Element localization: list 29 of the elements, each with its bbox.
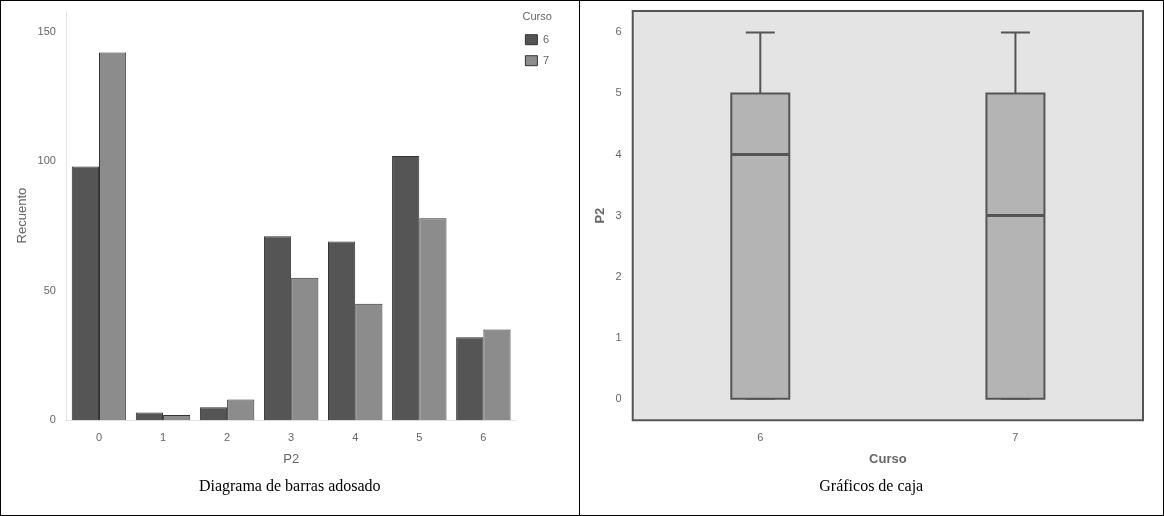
legend-title: Curso xyxy=(522,9,552,22)
y-tick-label: 100 xyxy=(37,154,56,167)
x-tick-label: 2 xyxy=(223,430,230,443)
x-tick-label: 7 xyxy=(1012,430,1019,443)
text: Diagrama de barras adosado xyxy=(198,477,381,495)
legend-label: 7 xyxy=(542,53,549,66)
y-tick-label: 3 xyxy=(615,208,622,221)
y-axis-title: P2 xyxy=(592,207,608,224)
x-axis-title: P2 xyxy=(282,450,299,466)
x-tick-label: 3 xyxy=(287,430,294,443)
x-axis-title: Curso xyxy=(869,450,907,466)
y-tick-label: 5 xyxy=(615,86,622,99)
x-tick-label: 4 xyxy=(351,430,359,443)
x-tick-label: 6 xyxy=(480,430,487,443)
y-tick-label: 1 xyxy=(615,330,622,343)
y-axis-title: Recuento xyxy=(14,187,30,244)
x-tick-label: 6 xyxy=(757,430,764,443)
y-tick-label: 4 xyxy=(615,147,622,160)
y-tick-label: 150 xyxy=(37,24,56,37)
x-tick-label: 1 xyxy=(159,430,166,443)
x-tick-label: 0 xyxy=(95,430,102,443)
y-tick-label: 6 xyxy=(615,25,622,38)
legend-label: 6 xyxy=(542,32,549,45)
x-tick-label: 5 xyxy=(415,430,423,443)
y-tick-label: 2 xyxy=(615,269,622,282)
y-tick-label: 0 xyxy=(615,391,622,404)
y-tick-label: 50 xyxy=(43,283,56,296)
y-tick-label: 0 xyxy=(49,413,56,426)
text: Gráficos de caja xyxy=(819,477,924,495)
